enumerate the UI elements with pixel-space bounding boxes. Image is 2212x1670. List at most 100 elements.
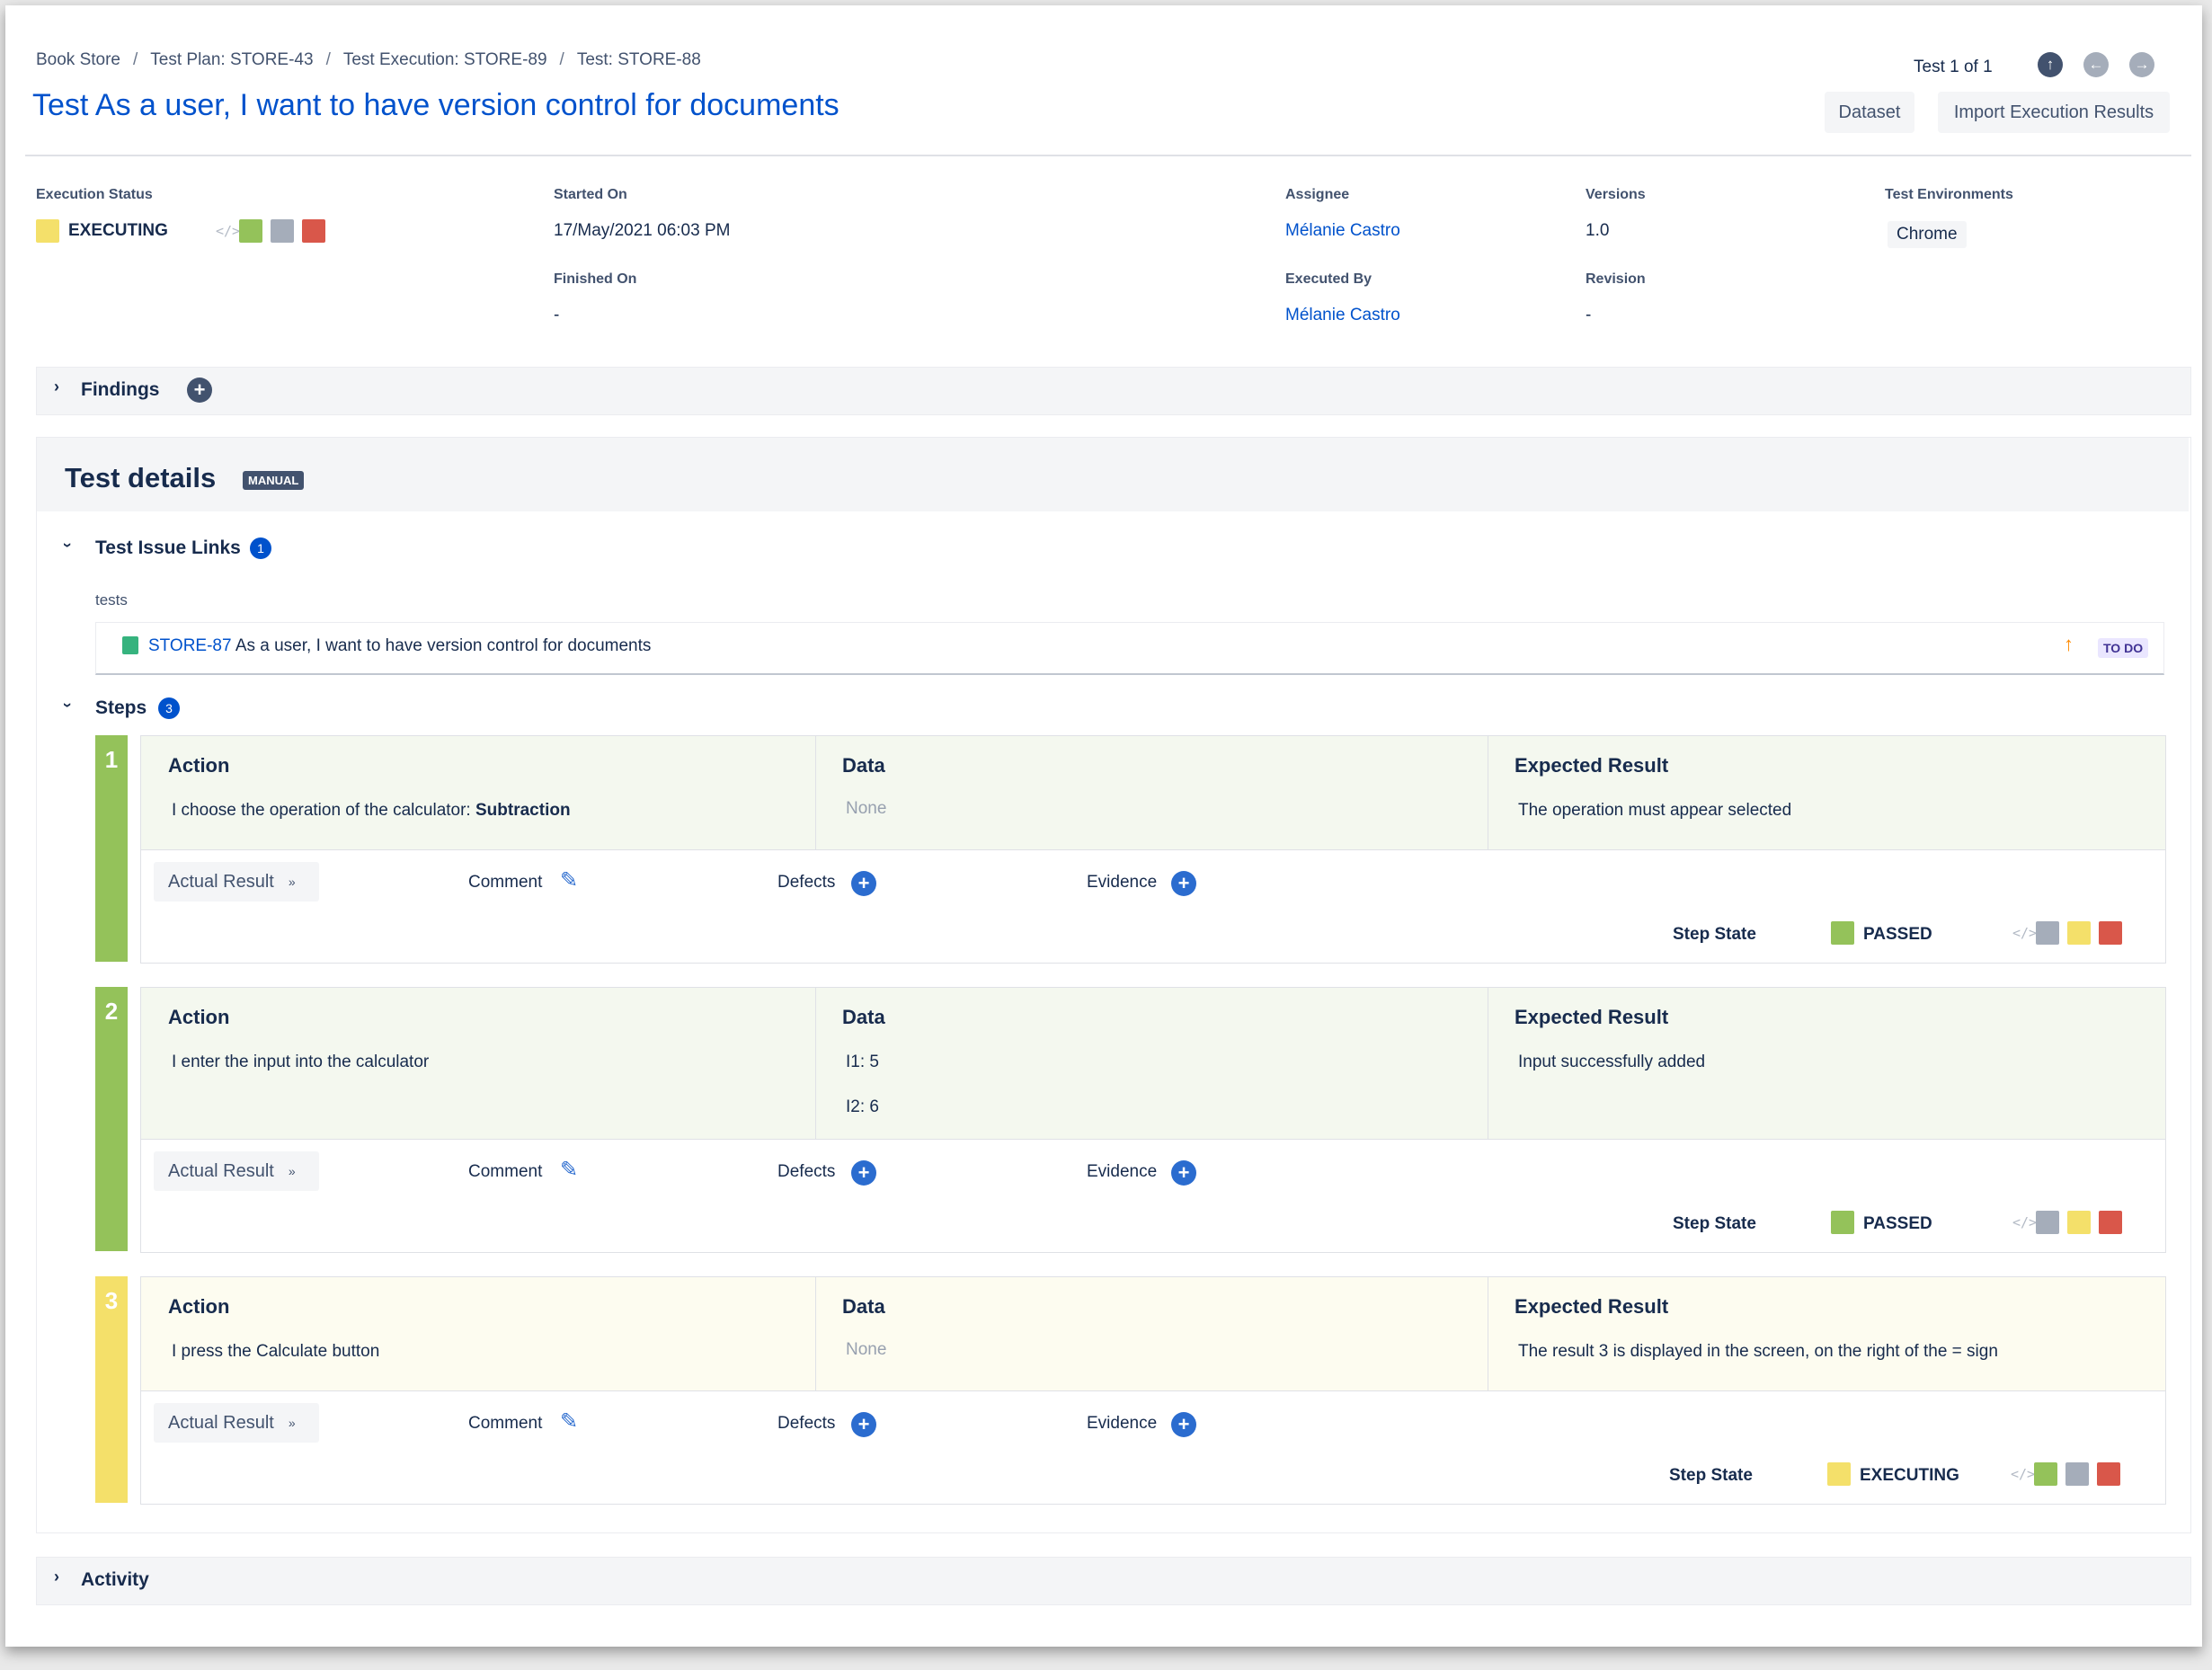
- chevron-down-icon[interactable]: ›: [58, 702, 77, 708]
- findings-title[interactable]: Findings: [81, 379, 160, 400]
- code-icon[interactable]: </>: [2012, 925, 2038, 941]
- versions-label: Versions: [1586, 187, 1646, 202]
- breadcrumb: Book Store / Test Plan: STORE-43/Test Exec…: [36, 50, 701, 69]
- step-status-failed-button[interactable]: [2099, 1211, 2122, 1234]
- defects-label: Defects: [777, 1414, 836, 1433]
- findings-section[interactable]: [36, 367, 2191, 415]
- test-type-badge: MANUAL: [243, 471, 305, 490]
- code-icon[interactable]: </>: [2012, 1214, 2038, 1230]
- linked-issue-key[interactable]: STORE-87: [148, 636, 232, 655]
- step-number: 3: [95, 1276, 128, 1503]
- comment-label: Comment: [468, 1162, 543, 1181]
- linked-issue-summary: As a user, I want to have version contro…: [235, 636, 652, 655]
- execution-status-value: EXECUTING: [68, 221, 168, 240]
- linked-issue-row[interactable]: [95, 622, 2164, 675]
- actual-result-button[interactable]: Actual Result»: [154, 862, 319, 902]
- versions-value: 1.0: [1586, 221, 1610, 240]
- activity-section[interactable]: [36, 1557, 2191, 1605]
- finished-on-label: Finished On: [554, 271, 637, 287]
- step-status-executing-button[interactable]: [2067, 921, 2091, 945]
- revision-value: -: [1586, 306, 1592, 324]
- add-defect-icon[interactable]: +: [851, 1160, 876, 1186]
- assignee-value[interactable]: Mélanie Castro: [1285, 221, 1400, 240]
- breadcrumb-item-test[interactable]: Test: STORE-88: [576, 50, 701, 69]
- linked-issue: STORE-87 As a user, I want to have versi…: [148, 636, 651, 656]
- execution-status-label: Execution Status: [36, 187, 153, 202]
- actual-result-button[interactable]: Actual Result»: [154, 1403, 319, 1443]
- step-state-swatch: [1827, 1462, 1851, 1486]
- actual-result-button[interactable]: Actual Result»: [154, 1151, 319, 1191]
- expected-result-label: Expected Result: [1515, 754, 1669, 777]
- executed-by-label: Executed By: [1285, 271, 1373, 287]
- story-icon: [122, 636, 138, 654]
- action-label: Action: [168, 754, 230, 777]
- arrow-up-icon[interactable]: ↑: [2038, 52, 2063, 77]
- issue-links-count: 1: [250, 537, 271, 559]
- chevron-down-icon[interactable]: ›: [58, 542, 77, 548]
- activity-title[interactable]: Activity: [81, 1569, 149, 1590]
- status-passed-button[interactable]: [239, 219, 262, 243]
- arrow-right-icon[interactable]: →: [2129, 52, 2154, 77]
- chevron-right-icon[interactable]: ›: [54, 1568, 59, 1586]
- chevron-double-down-icon: »: [288, 875, 296, 889]
- add-defect-icon[interactable]: +: [851, 871, 876, 896]
- step-card: Action I choose the operation of the cal…: [140, 735, 2166, 964]
- action-text: I press the Calculate button: [172, 1342, 380, 1361]
- dataset-button[interactable]: Dataset: [1825, 92, 1914, 133]
- data-label: Data: [842, 1295, 885, 1318]
- executed-by-value[interactable]: Mélanie Castro: [1285, 306, 1400, 324]
- breadcrumb-item-project[interactable]: Book Store: [36, 50, 120, 69]
- add-evidence-icon[interactable]: +: [1171, 1412, 1196, 1437]
- steps-count: 3: [158, 697, 180, 719]
- step-status-executing-button[interactable]: [2067, 1211, 2091, 1234]
- arrow-left-icon[interactable]: ←: [2083, 52, 2109, 77]
- step-status-failed-button[interactable]: [2099, 921, 2122, 945]
- step-status-passed-button[interactable]: [2034, 1462, 2057, 1486]
- add-evidence-icon[interactable]: +: [1171, 871, 1196, 896]
- header-divider: [25, 155, 2191, 156]
- finished-on-value: -: [554, 306, 560, 324]
- code-icon[interactable]: </>: [216, 223, 241, 239]
- code-icon[interactable]: </>: [2011, 1466, 2036, 1482]
- test-run-page: Book Store / Test Plan: STORE-43/Test Exec…: [5, 5, 2202, 1647]
- breadcrumb-item-test-execution[interactable]: Test Execution: STORE-89: [342, 50, 547, 69]
- step-status-todo-button[interactable]: [2036, 921, 2059, 945]
- expected-result-text: Input successfully added: [1518, 1053, 1706, 1071]
- add-finding-icon[interactable]: +: [187, 378, 212, 403]
- status-failed-button[interactable]: [302, 219, 325, 243]
- status-todo-button[interactable]: [271, 219, 294, 243]
- test-issue-links-title[interactable]: Test Issue Links: [95, 537, 241, 558]
- evidence-label: Evidence: [1087, 873, 1158, 892]
- pencil-icon[interactable]: ✎: [560, 1409, 579, 1434]
- priority-high-icon: ↑: [2064, 633, 2074, 655]
- step-status-todo-button[interactable]: [2036, 1211, 2059, 1234]
- import-execution-results-button[interactable]: Import Execution Results: [1938, 92, 2170, 133]
- step-status-todo-button[interactable]: [2065, 1462, 2089, 1486]
- step-card: Action I press the Calculate button Data…: [140, 1276, 2166, 1505]
- add-evidence-icon[interactable]: +: [1171, 1160, 1196, 1186]
- evidence-label: Evidence: [1087, 1162, 1158, 1181]
- step-state-label: Step State: [1673, 925, 1756, 944]
- add-defect-icon[interactable]: +: [851, 1412, 876, 1437]
- pencil-icon[interactable]: ✎: [560, 1158, 579, 1182]
- step-status-failed-button[interactable]: [2097, 1462, 2120, 1486]
- step-card: Action I enter the input into the calcul…: [140, 987, 2166, 1253]
- steps-title[interactable]: Steps: [95, 697, 147, 718]
- expected-result-label: Expected Result: [1515, 1295, 1669, 1318]
- test-details-title: Test details: [65, 462, 217, 493]
- step-state-label: Step State: [1673, 1214, 1756, 1233]
- data-label: Data: [842, 754, 885, 777]
- step-definition: Action I enter the input into the calcul…: [141, 988, 2165, 1140]
- step-number: 1: [95, 735, 128, 962]
- step-state-swatch: [1831, 921, 1854, 945]
- test-environment-chip: Chrome: [1888, 221, 1967, 248]
- pencil-icon[interactable]: ✎: [560, 868, 579, 893]
- action-label: Action: [168, 1295, 230, 1318]
- comment-label: Comment: [468, 873, 543, 892]
- expected-result-text: The operation must appear selected: [1518, 801, 1792, 820]
- chevron-right-icon[interactable]: ›: [54, 378, 59, 395]
- defects-label: Defects: [777, 873, 836, 892]
- breadcrumb-item-test-plan[interactable]: Test Plan: STORE-43: [150, 50, 314, 69]
- page-title: Test As a user, I want to have version c…: [32, 88, 839, 122]
- step-definition: Action I choose the operation of the cal…: [141, 736, 2165, 850]
